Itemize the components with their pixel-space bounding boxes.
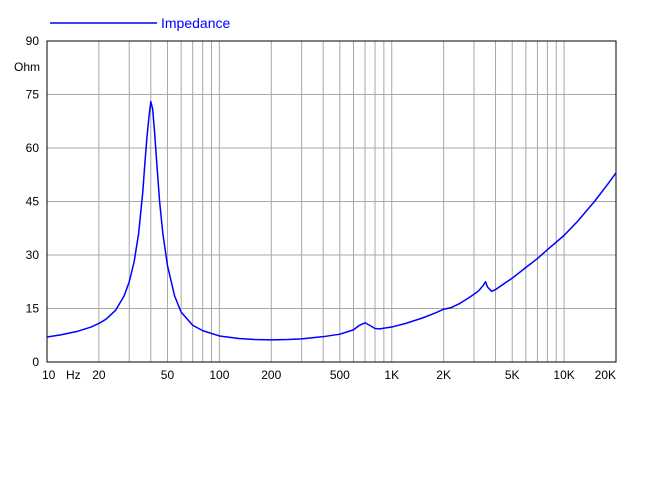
- y-tick-label: 60: [26, 141, 40, 155]
- x-tick-label: 50: [161, 368, 175, 382]
- y-tick-label: 75: [26, 88, 40, 102]
- x-tick-label: 20: [92, 368, 106, 382]
- x-tick-label: 10: [42, 368, 56, 382]
- x-tick-label: 1K: [384, 368, 399, 382]
- x-tick-labels: 10 20 50 100 200 500 1K 2K 5K 10K 20K: [42, 368, 616, 382]
- x-tick-label: 10K: [553, 368, 574, 382]
- y-axis-label: Ohm: [14, 60, 40, 74]
- y-tick-label: 15: [26, 302, 40, 316]
- x-tick-label: 200: [261, 368, 281, 382]
- x-tick-label: 500: [330, 368, 350, 382]
- y-tick-label: 0: [32, 355, 39, 369]
- y-tick-labels: 0 15 30 45 60 75 90: [26, 34, 40, 369]
- x-tick-label: 100: [209, 368, 229, 382]
- series-layer: [46, 100, 617, 341]
- y-tick-label: 90: [26, 34, 40, 48]
- x-tick-label: 2K: [436, 368, 451, 382]
- grid: [47, 41, 616, 362]
- legend-label: Impedance: [161, 15, 230, 31]
- plot-frame: [46, 40, 617, 363]
- x-tick-label: 5K: [505, 368, 520, 382]
- impedance-series-line: [46, 100, 617, 341]
- y-tick-label: 45: [26, 195, 40, 209]
- legend: Impedance: [50, 15, 230, 31]
- x-axis-label: Hz: [66, 368, 81, 382]
- y-tick-label: 30: [26, 248, 40, 262]
- x-tick-label: 20K: [595, 368, 616, 382]
